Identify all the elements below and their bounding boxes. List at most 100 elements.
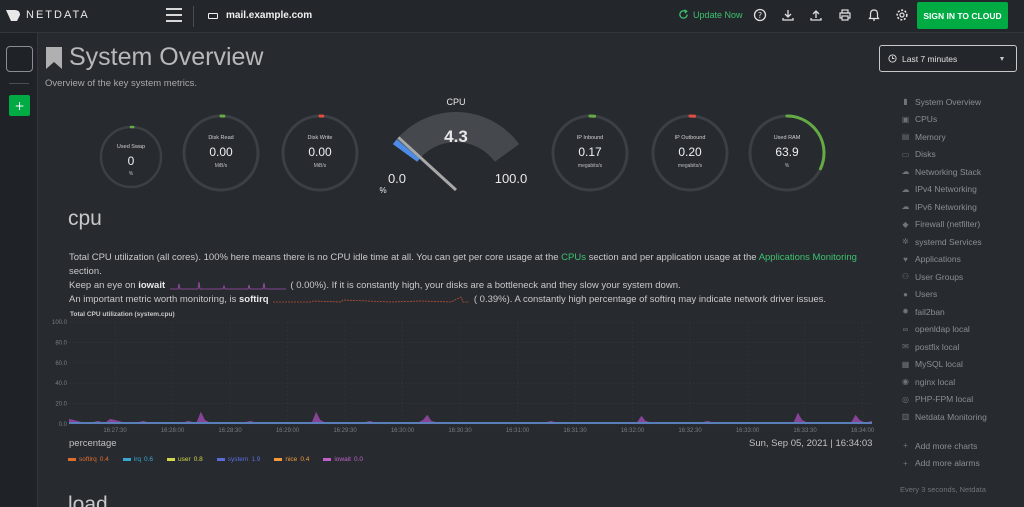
legend-swatch (323, 458, 332, 461)
legend-item-user[interactable]: user 0.8 (167, 456, 203, 463)
nav-item-label: systemd Services (915, 236, 982, 247)
netdata-logo[interactable]: NETDATA (6, 9, 90, 21)
sign-in-to-cloud-button[interactable]: SIGN IN TO CLOUD (917, 2, 1008, 29)
nav-item-label: openldap local (915, 324, 970, 335)
spaces-rail: + (0, 33, 38, 507)
gauge-disk-read[interactable]: Disk Read 0.00 MiB/s (181, 113, 261, 193)
add-more-charts-link[interactable]: + Add more charts (901, 437, 980, 455)
nav-item-label: Firewall (netfilter) (915, 219, 981, 230)
legend-item-softirq[interactable]: softirq 0.4 (68, 456, 109, 463)
gauge-fill (651, 114, 729, 192)
nav-item-memory[interactable]: ▤ Memory (901, 128, 987, 146)
cpu-gauge-max: 100.0 (495, 171, 528, 186)
iowait-sparkline[interactable] (168, 280, 288, 290)
download-icon[interactable] (781, 8, 795, 22)
nav-item-label: MySQL local (915, 359, 963, 370)
applications-monitoring-link[interactable]: Applications Monitoring (758, 252, 857, 263)
x-tick-label: 16:27:30 (103, 428, 127, 434)
help-icon[interactable]: ? (753, 8, 767, 22)
nav-item-disks[interactable]: ▭ Disks (901, 146, 987, 164)
print-icon[interactable] (838, 8, 852, 22)
y-tick-label: 100.0 (52, 320, 68, 326)
gauge-ip-outbound[interactable]: IP Outbound 0.20 megabits/s (650, 113, 730, 193)
nav-item-system-overview[interactable]: ▮ System Overview (901, 93, 987, 111)
desc-text-2: section and per application usage at the (585, 252, 759, 263)
gauge-disk-write[interactable]: Disk Write 0.00 MiB/s (280, 113, 360, 193)
nav-item-label: Applications (915, 254, 961, 265)
gauge-label: IP Outbound (674, 135, 706, 141)
nav-item-openldap-local[interactable]: ∞ openldap local (901, 321, 987, 339)
legend-name: irq (133, 456, 141, 463)
nav-extra: + Add more charts + Add more alarms (901, 437, 980, 472)
nav-item-ipv6-networking[interactable]: ☁ IPv6 Networking (901, 198, 987, 216)
nav-item-ipv4-networking[interactable]: ☁ IPv4 Networking (901, 181, 987, 199)
legend-value: 0.6 (143, 456, 154, 463)
cpu-gauge[interactable]: CPU 4.3 0.0 100.0% (375, 95, 537, 195)
gauge-ip-inbound[interactable]: IP Inbound 0.17 megabits/s (550, 113, 630, 193)
nav-item-firewall-netfilter-[interactable]: ◆ Firewall (netfilter) (901, 216, 987, 234)
cpu-chart[interactable]: 100.0 80.0 60.0 40.0 20.0 0.0 16:27:30 16:28:00… (45, 316, 875, 436)
nav-item-applications[interactable]: ♥ Applications (901, 251, 987, 269)
space-button[interactable] (6, 46, 33, 72)
gauge-ring (551, 114, 629, 192)
gauge-label: Disk Write (307, 135, 333, 141)
cpus-link[interactable]: CPUs (561, 252, 586, 263)
chart-area-base (69, 422, 872, 424)
gauge-value: 0.00 (308, 145, 332, 159)
y-tick-label: 20.0 (55, 402, 67, 408)
settings-icon[interactable] (895, 8, 909, 22)
chart-date: Sun, Sep 05, 2021 | 16:34:03 (749, 438, 873, 449)
upload-icon[interactable] (809, 8, 823, 22)
cloud-icon: ☁ (901, 167, 910, 177)
nav-item-postfix-local[interactable]: ✉ postfix local (901, 338, 987, 356)
gauge-used-ram[interactable]: Used RAM 63.9% (747, 113, 827, 193)
iowait-word: iowait (138, 280, 166, 291)
x-tick-label: 16:34:00 (851, 428, 875, 434)
gauge-fill (748, 114, 826, 192)
gauge-value: 0 (127, 154, 135, 168)
nav-item-php-fpm-local[interactable]: ◎ PHP-FPM local (901, 391, 987, 409)
y-tick-label: 40.0 (55, 381, 67, 387)
nav-item-nginx-local[interactable]: ◉ nginx local (901, 373, 987, 391)
gauge-used-swap[interactable]: Used Swap 0% (91, 117, 171, 197)
legend-swatch (122, 458, 131, 461)
nav-item-networking-stack[interactable]: ☁ Networking Stack (901, 163, 987, 181)
page-subtitle: Overview of the key system metrics. (45, 78, 198, 89)
legend-item-system[interactable]: system 1.9 (216, 456, 260, 463)
add-space-button[interactable]: + (9, 95, 30, 116)
legend-item-irq[interactable]: irq 0.6 (122, 456, 154, 463)
update-now-button[interactable]: Update Now (678, 9, 743, 20)
nav-item-label: nginx local (915, 376, 956, 387)
nav-item-user-groups[interactable]: ⚇ User Groups (901, 268, 987, 286)
nav-item-mysql-local[interactable]: ▦ MySQL local (901, 356, 987, 374)
add-more-charts-label: Add more charts (915, 440, 978, 451)
nav-item-netdata-monitoring[interactable]: ▥ Netdata Monitoring (901, 408, 987, 426)
softirq-sparkline[interactable] (271, 294, 471, 304)
notifications-icon[interactable] (867, 8, 881, 22)
x-tick-label: 16:31:30 (563, 428, 587, 434)
cpu-gauge-value: 4.3 (444, 127, 468, 146)
legend-item-nice[interactable]: nice 0.4 (274, 456, 309, 463)
nav-item-label: fail2ban (915, 306, 945, 317)
nav-item-cpus[interactable]: ▣ CPUs (901, 111, 987, 129)
gauge-fill (281, 114, 359, 192)
nav-item-label: Netdata Monitoring (915, 411, 987, 422)
host-selector[interactable]: mail.example.com (208, 10, 312, 21)
nav-item-fail2ban[interactable]: ✹ fail2ban (901, 303, 987, 321)
cpu-gauge-needle (397, 136, 458, 192)
plus-icon: + (903, 458, 908, 468)
nav-item-label: IPv4 Networking (915, 184, 977, 195)
globe-icon: ◉ (902, 377, 909, 387)
nav-item-systemd-services[interactable]: ✲ systemd Services (901, 233, 987, 251)
time-range-picker[interactable]: Last 7 minutes (879, 45, 1017, 72)
nav-item-users[interactable]: ● Users (901, 286, 987, 304)
server-icon (208, 12, 218, 19)
nav-item-label: Users (915, 289, 938, 300)
gauge-units: megabits/s (577, 163, 603, 169)
link-icon: ∞ (902, 324, 909, 334)
menu-toggle-icon[interactable] (166, 8, 182, 22)
x-tick-label: 16:29:00 (276, 428, 300, 434)
legend-item-iowait[interactable]: iowait 0.0 (323, 456, 363, 463)
gauge-units: % (784, 163, 790, 169)
add-more-alarms-link[interactable]: + Add more alarms (901, 455, 980, 473)
